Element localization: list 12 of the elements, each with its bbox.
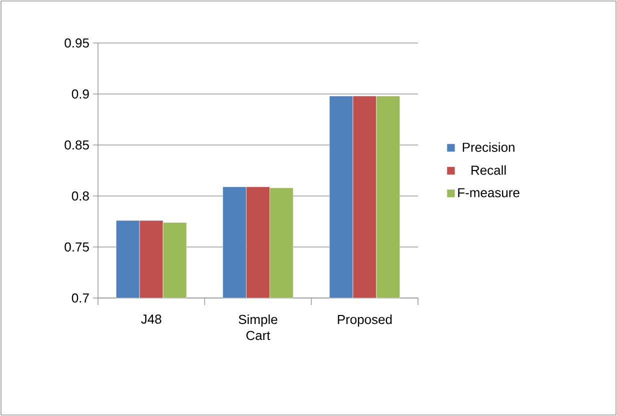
- y-tick-label: 0.95: [64, 38, 89, 48]
- x-tick-label: Simple Cart: [238, 314, 278, 340]
- y-tick-label: 0.7: [72, 293, 89, 303]
- y-tick-label: 0.85: [64, 140, 89, 150]
- y-tick-label: 0.8: [72, 191, 89, 201]
- legend-label: Precision: [462, 142, 514, 152]
- y-tick-label: 0.75: [64, 242, 89, 252]
- x-tick-label: Proposed: [338, 314, 392, 327]
- legend-label: Recall: [472, 165, 506, 175]
- y-tick-label: 0.9: [72, 89, 89, 99]
- x-tick-label: J48: [141, 314, 162, 324]
- legend-label: F-measure: [458, 188, 520, 198]
